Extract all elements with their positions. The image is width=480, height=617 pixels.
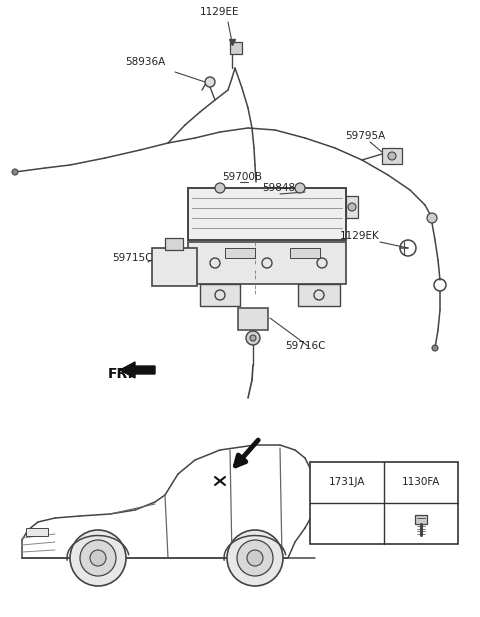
Circle shape — [247, 550, 263, 566]
Text: 1130FA: 1130FA — [402, 477, 440, 487]
Bar — [152, 248, 197, 286]
Circle shape — [80, 540, 116, 576]
Bar — [238, 308, 268, 330]
Text: 59848: 59848 — [262, 183, 295, 193]
Text: 59795A: 59795A — [345, 131, 385, 141]
Bar — [346, 196, 358, 218]
Circle shape — [432, 345, 438, 351]
Bar — [165, 238, 183, 250]
Text: 1129EE: 1129EE — [200, 7, 240, 17]
Circle shape — [295, 183, 305, 193]
Text: 59716C: 59716C — [285, 341, 325, 351]
Text: 1129EK: 1129EK — [340, 231, 380, 241]
Circle shape — [348, 203, 356, 211]
Circle shape — [341, 517, 353, 529]
Circle shape — [250, 335, 256, 341]
Bar — [310, 462, 458, 544]
Text: 1731JA: 1731JA — [329, 477, 365, 487]
Circle shape — [427, 213, 437, 223]
Circle shape — [227, 530, 283, 586]
Text: 59715C: 59715C — [112, 253, 153, 263]
Circle shape — [237, 540, 273, 576]
Bar — [415, 515, 427, 524]
Bar — [382, 148, 402, 164]
Circle shape — [170, 240, 178, 248]
Text: 59700B: 59700B — [222, 172, 262, 182]
Circle shape — [205, 77, 215, 87]
Circle shape — [215, 183, 225, 193]
Circle shape — [388, 152, 396, 160]
Bar — [26, 528, 48, 536]
Bar — [290, 248, 320, 258]
Bar — [230, 42, 242, 54]
Circle shape — [12, 169, 18, 175]
Circle shape — [90, 550, 106, 566]
Circle shape — [70, 530, 126, 586]
Bar — [225, 248, 255, 258]
Text: FR.: FR. — [108, 367, 134, 381]
Circle shape — [246, 331, 260, 345]
Text: 58936A: 58936A — [125, 57, 165, 67]
Bar — [298, 284, 340, 306]
Polygon shape — [120, 362, 155, 378]
Bar — [188, 242, 346, 284]
Bar — [200, 284, 240, 306]
Bar — [188, 188, 346, 240]
Circle shape — [337, 513, 357, 533]
